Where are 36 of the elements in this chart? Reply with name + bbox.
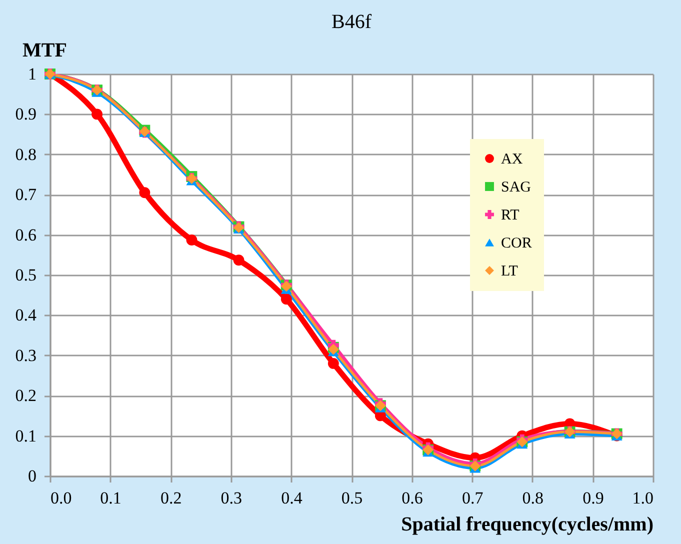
x-tick-label: 0.9 [582,488,604,508]
y-tick-label: 0.7 [15,185,37,204]
point [92,108,103,120]
legend-label: AX [501,152,523,168]
x-tick-label: 0.8 [522,488,544,508]
x-axis-title: Spatial frequency(cycles/mm) [401,514,654,536]
point [328,358,339,369]
x-tick-label: 0.3 [220,488,242,508]
legend-label: SAG [501,180,532,196]
x-tick-label: 1.0 [632,488,654,508]
x-tick-label: 0.6 [402,488,423,508]
y-tick-label: 0 [28,466,36,486]
x-tick-label: 0.5 [341,488,363,508]
point [233,254,244,266]
legend-label: COR [501,236,532,252]
y-tick-label: 0.6 [15,225,36,244]
y-tick-label: 0.2 [15,386,36,406]
y-tick-label: 1 [28,64,36,84]
y-tick-label: 0.1 [15,426,36,446]
point [139,187,150,198]
point [186,234,198,246]
y-tick-label: 0.4 [15,306,37,325]
x-tick-label: 0.7 [462,488,484,508]
y-axis-title: MTF [22,40,67,62]
point [280,294,292,305]
y-tick-label: 0.3 [15,346,36,365]
legend-label: RT [501,208,520,224]
x-tick-label: 0.4 [281,488,303,508]
chart-title: B46f [332,11,372,33]
x-tick-label: 0.1 [100,488,122,508]
y-tick-label: 0.5 [15,266,36,284]
y-tick-label: 0.8 [15,144,36,164]
x-tick-label: 0.2 [160,488,182,508]
legend-label: LT [501,264,518,280]
y-tick-label: 0.9 [15,104,36,124]
x-tick-label: 0.0 [50,488,72,508]
